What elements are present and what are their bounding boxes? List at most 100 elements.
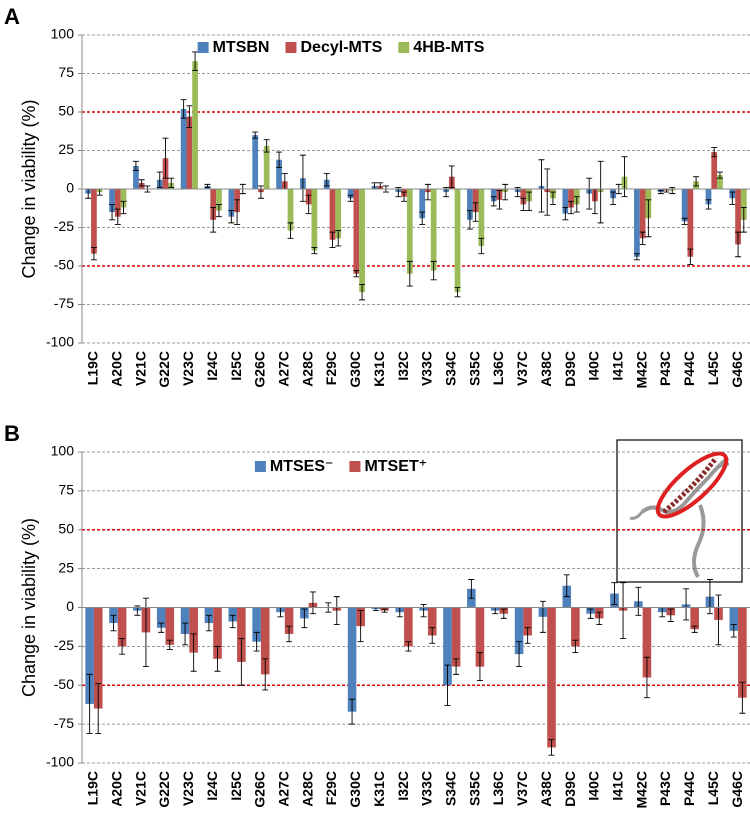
y-tick-label: 0 [66, 598, 74, 614]
error-bar [716, 171, 723, 179]
error-bar [119, 638, 126, 655]
x-tick-label: V23C [180, 351, 196, 386]
error-bar [204, 183, 211, 188]
bar [359, 189, 365, 293]
error-bar [238, 638, 245, 686]
bar [729, 607, 739, 631]
y-tick-label: -100 [46, 334, 74, 350]
x-tick-label: I32C [395, 771, 411, 801]
error-bar [190, 633, 197, 672]
error-bar [353, 270, 360, 278]
error-bar [621, 156, 628, 198]
error-bar [516, 641, 523, 668]
error-bar [138, 179, 145, 187]
error-bar [405, 641, 412, 652]
bar [213, 607, 222, 659]
x-tick-label: G30C [347, 351, 363, 388]
error-bar [168, 177, 175, 188]
legend-swatch [285, 42, 297, 53]
bar [568, 189, 574, 208]
x-tick-label: K31C [371, 771, 387, 807]
y-tick-label: -75 [54, 295, 74, 311]
bar [419, 189, 426, 219]
bar [165, 607, 175, 645]
bar [406, 189, 413, 274]
x-tick-label: S35C [466, 351, 482, 386]
bar [228, 189, 235, 217]
x-tick-label: A27C [275, 771, 291, 807]
x-tick-label: L45C [705, 351, 721, 385]
error-bar [95, 683, 102, 734]
x-tick-label: G46C [729, 771, 745, 808]
bar [490, 189, 497, 202]
bar [189, 607, 198, 653]
error-bar [252, 131, 259, 139]
x-tick-label: G26C [252, 351, 268, 388]
y-tick-label: 25 [58, 559, 74, 575]
x-tick-label: P43C [657, 351, 673, 386]
bar [109, 189, 115, 213]
bar [642, 607, 652, 678]
x-tick-label: A20C [108, 771, 124, 807]
x-tick-label: I41C [609, 771, 625, 801]
x-tick-label: L36C [490, 351, 506, 385]
error-bar [166, 639, 173, 650]
error-bar [276, 151, 283, 168]
y-tick-label: -25 [54, 637, 74, 653]
error-bar [562, 207, 569, 221]
legend-swatch [398, 42, 410, 53]
error-bar [573, 196, 580, 213]
error-bar [568, 200, 575, 215]
inset [616, 439, 743, 583]
y-axis-label: Change in viability (%) [19, 99, 39, 278]
x-tick-label: A27C [275, 351, 291, 387]
x-tick-label: G22C [156, 771, 172, 808]
error-bar [706, 579, 713, 615]
error-bar [669, 187, 676, 195]
error-bar [490, 196, 497, 207]
error-bar [424, 183, 431, 201]
error-bar [705, 199, 712, 210]
x-tick-label: V33C [419, 771, 435, 806]
x-tick-label: K31C [371, 351, 387, 387]
bar [427, 607, 437, 636]
x-tick-label: G26C [252, 771, 268, 808]
x-tick-label: D39C [562, 771, 578, 807]
error-bar [299, 154, 306, 202]
bar [252, 607, 261, 642]
bar [443, 607, 452, 686]
error-bar [359, 284, 366, 301]
x-tick-label: V23C [180, 771, 196, 806]
bar [114, 189, 121, 217]
error-bar [301, 608, 308, 629]
bar [287, 189, 294, 231]
x-tick-label: F29C [323, 351, 339, 385]
x-tick-label: V37C [514, 351, 530, 386]
error-bar [729, 191, 736, 205]
error-bar [548, 739, 555, 756]
error-bar [214, 645, 221, 672]
error-bar [478, 237, 485, 255]
legend-label: MTSET⁺ [364, 458, 427, 475]
x-tick-label: S34C [442, 351, 458, 386]
bar [562, 189, 569, 214]
error-bar [305, 194, 312, 215]
bar [120, 189, 127, 208]
error-bar [180, 99, 187, 119]
x-tick-label: I25C [228, 771, 244, 801]
legend-label: 4HB-MTS [413, 39, 484, 56]
legend-swatch [197, 42, 209, 53]
error-bar [454, 287, 461, 298]
error-bar [253, 631, 260, 652]
y-tick-label: -75 [54, 715, 74, 731]
x-tick-label: D39C [562, 351, 578, 387]
error-bar [429, 627, 436, 644]
error-bar [90, 247, 97, 261]
x-tick-label: M42C [633, 351, 649, 388]
error-bar [611, 582, 618, 605]
x-tick-label: F29C [323, 771, 339, 805]
y-tick-label: -50 [54, 676, 74, 692]
y-axis-label: Change in viability (%) [19, 518, 39, 697]
bar [523, 607, 532, 636]
error-bar [257, 185, 264, 199]
